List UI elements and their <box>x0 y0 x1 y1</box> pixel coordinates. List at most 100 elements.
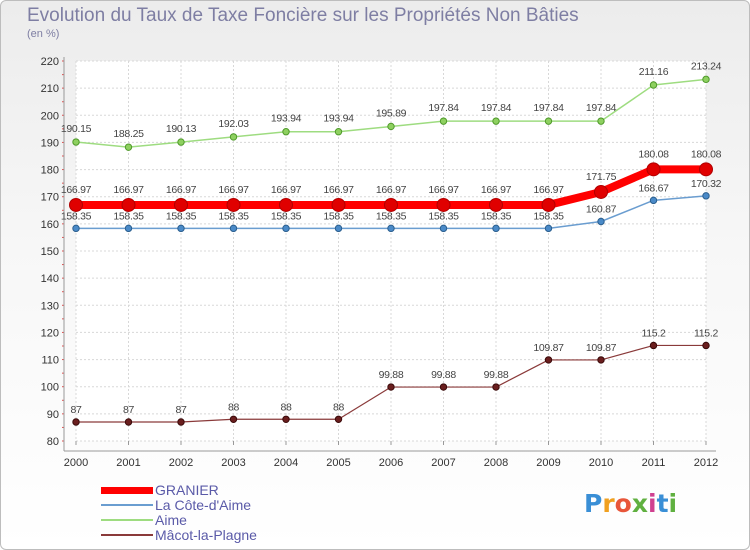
logo-letter: o <box>614 489 632 518</box>
data-label: 197.84 <box>533 102 564 114</box>
data-point <box>279 197 293 212</box>
logo-letter: r <box>602 489 615 518</box>
y-tick-label: 220 <box>41 56 59 68</box>
data-point <box>72 138 80 146</box>
data-point <box>124 224 133 233</box>
x-tick-label: 2012 <box>694 457 718 469</box>
data-point <box>387 383 395 391</box>
data-point <box>72 224 80 233</box>
data-label: 158.35 <box>481 210 512 222</box>
data-point <box>597 217 605 226</box>
data-label: 211.16 <box>639 66 669 78</box>
data-point <box>702 341 710 350</box>
x-tick-label: 2003 <box>221 457 245 469</box>
data-label: 180.08 <box>638 148 669 160</box>
series-la-c-te-d-aime <box>72 192 710 233</box>
x-tick-label: 2002 <box>169 457 193 469</box>
proxiti-logo: Proxiti <box>584 489 677 518</box>
data-point <box>121 197 136 212</box>
data-label: 158.35 <box>61 210 92 222</box>
data-label: 166.97 <box>323 184 354 196</box>
data-label: 166.97 <box>533 184 564 196</box>
data-label: 109.87 <box>586 342 617 354</box>
data-point <box>229 415 238 423</box>
data-label: 166.97 <box>166 184 197 196</box>
x-tick-label: 2011 <box>642 457 666 469</box>
logo-letter: i <box>648 489 657 518</box>
data-label: 158.35 <box>533 210 564 222</box>
data-label: 88 <box>228 401 240 413</box>
x-tick-label: 2010 <box>589 457 613 469</box>
data-label: 160.87 <box>586 203 617 215</box>
series-aime <box>72 75 710 151</box>
data-label: 190.15 <box>61 123 92 135</box>
data-label: 87 <box>175 404 187 416</box>
data-label: 166.97 <box>481 184 512 196</box>
data-point <box>702 192 710 200</box>
data-point <box>282 415 290 423</box>
data-point <box>597 356 605 364</box>
data-label: 109.87 <box>533 342 564 354</box>
data-label: 88 <box>280 401 292 413</box>
y-tick-label: 130 <box>41 300 59 312</box>
data-point <box>334 128 343 136</box>
series-m-cot-la-plagne <box>72 341 710 426</box>
data-label: 115.2 <box>642 327 666 339</box>
data-point <box>334 224 343 233</box>
data-label: 99.88 <box>379 369 404 381</box>
data-label: 197.84 <box>481 102 512 114</box>
x-tick-label: 2009 <box>536 457 560 469</box>
data-point <box>124 143 133 151</box>
data-point <box>699 162 713 177</box>
data-label: 166.97 <box>376 184 407 196</box>
data-label: 166.97 <box>218 184 249 196</box>
y-tick-label: 180 <box>41 165 59 177</box>
data-label: 99.88 <box>431 369 456 381</box>
logo-letter: P <box>584 489 603 518</box>
data-label: 170.32 <box>691 178 722 190</box>
legend-label: Aime <box>155 512 187 528</box>
data-point <box>282 224 290 233</box>
data-label: 193.94 <box>271 113 302 125</box>
data-label: 158.35 <box>376 210 407 222</box>
y-tick-label: 210 <box>41 83 59 95</box>
data-label: 180.08 <box>691 148 722 160</box>
data-point <box>597 117 605 125</box>
y-tick-label: 190 <box>41 137 59 149</box>
data-label: 158.35 <box>218 210 249 222</box>
x-tick-label: 2004 <box>274 457 298 469</box>
logo-letter: t <box>656 489 669 518</box>
data-label: 158.35 <box>113 210 144 222</box>
data-label: 197.84 <box>428 102 459 114</box>
data-label: 188.25 <box>113 128 144 140</box>
legend-swatch <box>101 487 153 494</box>
data-label: 88 <box>333 401 345 413</box>
data-point <box>541 197 556 212</box>
data-label: 158.35 <box>271 210 302 222</box>
data-point <box>226 197 241 212</box>
data-label: 99.88 <box>484 369 509 381</box>
legend-swatch <box>101 504 153 506</box>
y-tick-label: 80 <box>47 436 59 448</box>
data-point <box>646 162 661 177</box>
y-tick-label: 170 <box>41 192 59 204</box>
chart-title: Evolution du Taux de Taxe Foncière sur l… <box>27 5 579 26</box>
data-point <box>174 197 188 212</box>
y-tick-label: 140 <box>41 273 59 285</box>
data-point <box>177 224 185 233</box>
data-point <box>439 117 448 125</box>
legend-label: Mâcot-la-Plagne <box>155 527 257 543</box>
data-label: 168.67 <box>638 182 669 194</box>
data-point <box>229 224 238 233</box>
x-tick-label: 2000 <box>64 457 88 469</box>
data-label: 171.75 <box>586 171 617 183</box>
data-label: 166.97 <box>113 184 144 196</box>
x-tick-label: 2007 <box>431 457 455 469</box>
logo-letter: x <box>631 489 648 518</box>
data-point <box>439 224 448 233</box>
data-point <box>489 197 503 212</box>
legend-swatch <box>101 534 153 536</box>
data-point <box>544 224 553 233</box>
